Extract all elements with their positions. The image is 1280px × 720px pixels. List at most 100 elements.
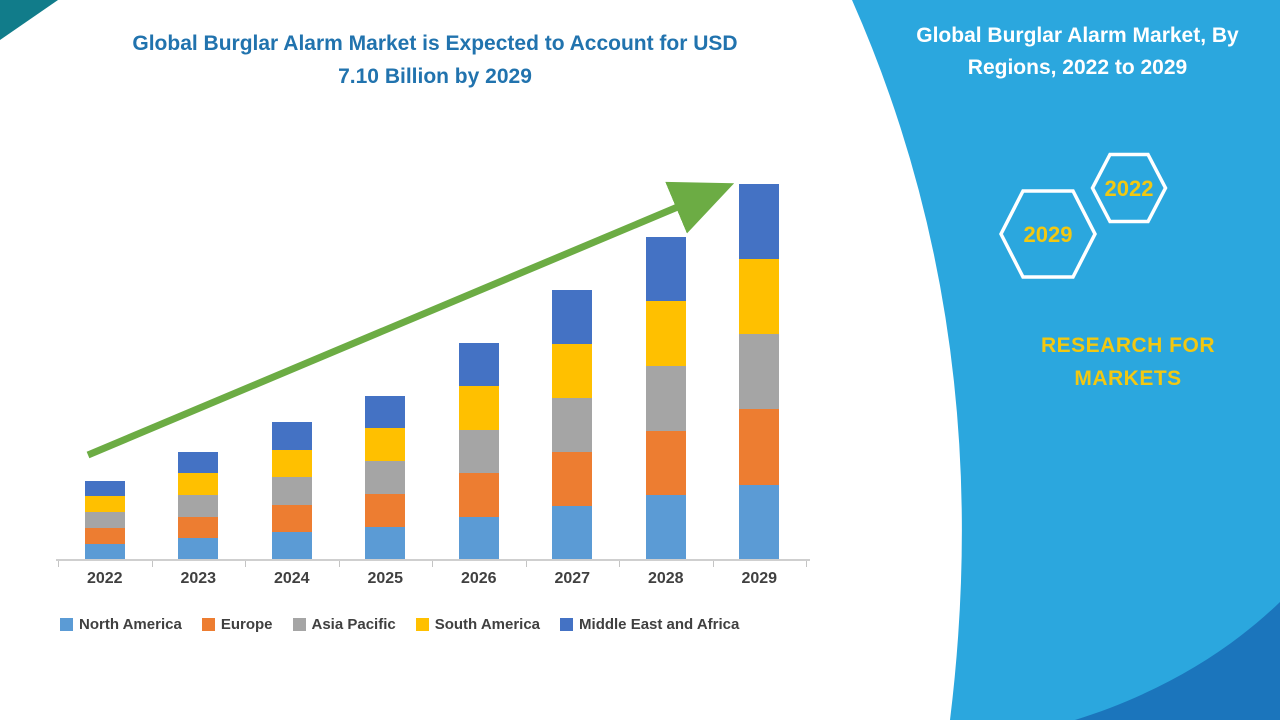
plot-area: 2022 2023 2024 2025 2026 2027 2028 2029 xyxy=(56,150,810,587)
bar-segment-asia-pacific xyxy=(458,429,499,473)
axis-tick xyxy=(151,561,153,567)
legend-item-north-america: North America xyxy=(60,616,182,633)
axis-ticks xyxy=(58,560,807,567)
bar-segment-europe xyxy=(552,451,593,506)
bar-segment-asia-pacific xyxy=(178,494,219,517)
corner-accent-triangle xyxy=(0,0,58,40)
bar-segment-south-america xyxy=(271,449,312,478)
bar-segment-asia-pacific xyxy=(552,397,593,452)
bar-segment-south-america xyxy=(645,301,686,366)
bar-stack-2029 xyxy=(739,183,780,560)
bar-segment-asia-pacific xyxy=(739,334,780,410)
bar-segment-north-america xyxy=(84,544,125,560)
bar-segment-middle-east-and-africa xyxy=(178,451,219,474)
legend-label-asia-pacific: Asia Pacific xyxy=(311,616,396,633)
bar-cell-2024 xyxy=(245,150,339,560)
hexagon-badge-2022: 2022 xyxy=(1090,152,1168,224)
axis-tick xyxy=(712,561,714,567)
bar-segment-asia-pacific xyxy=(271,477,312,505)
bar-segment-south-america xyxy=(739,258,780,335)
bar-segment-north-america xyxy=(365,527,406,560)
bar-stack-2022 xyxy=(84,480,125,560)
bar-cell-2023 xyxy=(152,150,246,560)
brand-line1: RESEARCH FOR xyxy=(1040,334,1215,357)
bar-cell-2025 xyxy=(339,150,433,560)
bar-segment-middle-east-and-africa xyxy=(365,395,406,429)
bar-segment-north-america xyxy=(178,538,219,560)
hexagon-outline xyxy=(999,189,1097,279)
bar-segment-south-america xyxy=(178,473,219,495)
bar-stack-2023 xyxy=(178,451,219,560)
axis-tick xyxy=(525,561,527,567)
bar-cell-2026 xyxy=(432,150,526,560)
bar-stack-2025 xyxy=(365,395,406,560)
x-axis-line xyxy=(56,559,810,561)
bar-segment-europe xyxy=(178,516,219,539)
legend-swatch-middle-east-and-africa xyxy=(560,618,574,631)
axis-tick xyxy=(338,561,340,567)
legend-swatch-north-america xyxy=(60,618,73,631)
axis-tick xyxy=(806,561,807,567)
legend-item-middle-east-and-africa: Middle East and Africa xyxy=(560,616,739,633)
x-axis-label-2025: 2025 xyxy=(367,570,404,587)
bar-stack-2026 xyxy=(458,342,499,560)
legend-label-middle-east-and-africa: Middle East and Africa xyxy=(579,616,740,633)
x-axis-label-2029: 2029 xyxy=(741,570,778,587)
bar-segment-middle-east-and-africa xyxy=(84,480,125,497)
legend-item-europe: Europe xyxy=(201,616,273,633)
bar-segment-europe xyxy=(645,430,686,496)
axis-tick xyxy=(58,561,59,567)
bar-stack-2027 xyxy=(552,289,593,560)
x-axis-label-2023: 2023 xyxy=(180,570,217,587)
chart-title-line1: Global Burglar Alarm Market is Expected … xyxy=(132,32,738,55)
bar-segment-middle-east-and-africa xyxy=(645,236,686,302)
axis-tick xyxy=(619,561,620,567)
legend-label-europe: Europe xyxy=(220,616,273,633)
bar-segment-asia-pacific xyxy=(365,461,406,495)
bar-segment-south-america xyxy=(365,428,406,462)
bar-segment-middle-east-and-africa xyxy=(739,183,780,259)
hexagon-year-label: 2022 xyxy=(1105,176,1154,201)
bar-segment-europe xyxy=(739,409,780,485)
legend-item-asia-pacific: Asia Pacific xyxy=(292,616,396,633)
chart-title-line2: 7.10 Billion by 2029 xyxy=(338,64,532,88)
bar-segment-south-america xyxy=(552,343,593,398)
side-panel-corner-curve xyxy=(1075,602,1280,720)
brand-text: RESEARCH FOR MARKETS xyxy=(1008,330,1248,395)
x-axis-label-2026: 2026 xyxy=(460,570,497,587)
legend-label-north-america: North America xyxy=(79,616,182,633)
bar-segment-north-america xyxy=(271,532,312,560)
side-panel-title: Global Burglar Alarm Market, By Regions,… xyxy=(916,24,1239,79)
bar-segment-north-america xyxy=(552,505,593,560)
bar-segment-asia-pacific xyxy=(84,512,125,529)
bar-segment-north-america xyxy=(739,484,780,560)
x-axis-labels: 2022 2023 2024 2025 2026 2027 2028 2029 xyxy=(58,570,806,588)
bar-segment-north-america xyxy=(645,495,686,560)
bar-segment-middle-east-and-africa xyxy=(552,289,593,344)
x-axis-label-2024: 2024 xyxy=(273,570,310,587)
legend-label-south-america: South America xyxy=(434,616,541,633)
bar-segment-south-america xyxy=(458,386,499,430)
bar-segment-europe xyxy=(458,473,499,517)
bar-segment-europe xyxy=(365,494,406,528)
bars-row xyxy=(58,150,806,560)
legend-item-south-america: South America xyxy=(415,616,541,633)
legend-swatch-south-america xyxy=(415,618,429,631)
bar-cell-2022 xyxy=(58,150,152,560)
brand-line2: MARKETS xyxy=(1074,366,1182,390)
bar-segment-middle-east-and-africa xyxy=(458,342,499,386)
hexagon-badge-2029: 2029 xyxy=(999,189,1097,279)
axis-tick xyxy=(245,561,246,567)
bar-segment-europe xyxy=(271,504,312,533)
legend-swatch-europe xyxy=(201,618,215,631)
bar-stack-2028 xyxy=(645,236,686,560)
bar-segment-south-america xyxy=(84,496,125,513)
x-axis-label-2022: 2022 xyxy=(86,570,123,587)
legend-swatch-asia-pacific xyxy=(292,618,306,631)
hexagon-year-label: 2029 xyxy=(1024,222,1073,247)
bar-cell-2029 xyxy=(713,150,807,560)
bar-stack-2024 xyxy=(271,422,312,560)
chart-legend: North America Europe Asia Pacific South Ame… xyxy=(60,616,840,633)
axis-tick xyxy=(432,561,433,567)
